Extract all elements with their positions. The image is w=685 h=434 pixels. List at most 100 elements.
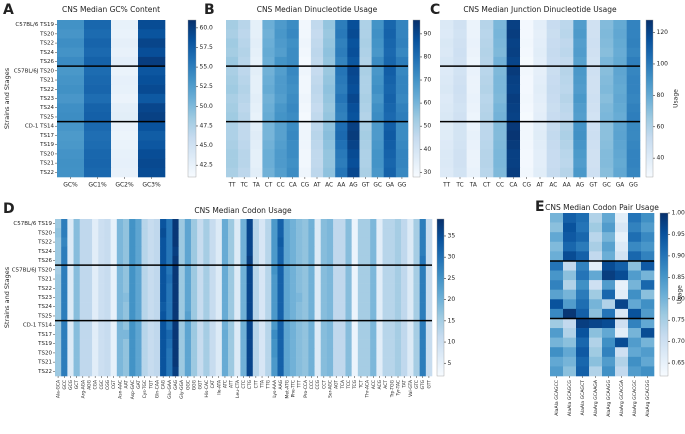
heat-cell	[147, 219, 155, 229]
heat-cell	[480, 112, 494, 122]
heat-cell	[364, 339, 371, 349]
colorbar-tick-label: 1.00	[672, 210, 685, 217]
heat-cell	[351, 274, 359, 284]
heat-cell	[615, 318, 629, 329]
heat-cell	[98, 311, 105, 321]
heat-cell	[302, 292, 309, 303]
heat-cell	[302, 219, 309, 229]
heat-cell	[141, 357, 149, 368]
heat-cell	[600, 130, 614, 141]
heat-cell	[79, 237, 87, 248]
heat-cell	[394, 265, 402, 275]
heat-cell	[395, 103, 409, 113]
heat-cell	[104, 246, 111, 257]
heat-cell	[61, 320, 68, 331]
heat-cell	[401, 237, 408, 248]
heat-cell	[560, 112, 574, 122]
x-tick-label: AlaArg GCAAGG	[606, 380, 612, 417]
heat-cell	[576, 241, 590, 252]
heat-cell	[376, 219, 383, 229]
heat-cell	[190, 246, 198, 257]
heat-cell	[98, 219, 105, 229]
heat-cell	[302, 329, 309, 340]
heat-cell	[333, 219, 340, 229]
heat-cell	[228, 219, 235, 229]
heat-cell	[480, 75, 494, 85]
heat-cell	[250, 75, 263, 85]
heat-cell	[160, 265, 167, 275]
x-tick-label: AC	[549, 183, 557, 189]
heat-cell	[573, 56, 587, 67]
heat-cell	[320, 302, 328, 312]
heat-cell	[73, 348, 81, 358]
heat-cell	[184, 339, 192, 349]
heat-cell	[347, 20, 360, 30]
heat-cell	[57, 158, 85, 169]
heat-cell	[274, 167, 287, 178]
heat-cell	[440, 38, 454, 49]
heat-cell	[376, 348, 383, 358]
heat-cell	[371, 93, 385, 104]
heat-cell	[271, 255, 278, 266]
heat-cell	[359, 130, 372, 141]
heat-cell	[178, 274, 186, 284]
heat-cell	[573, 103, 587, 113]
heat-cell	[382, 228, 390, 238]
heat-cell	[147, 329, 155, 340]
heat-cell	[383, 66, 397, 76]
heat-cell	[203, 292, 210, 303]
heat-cell	[314, 255, 322, 266]
heat-cell	[613, 130, 627, 141]
heat-cell	[277, 228, 284, 238]
heat-cell	[296, 357, 303, 368]
heat-cell	[413, 219, 420, 229]
heat-cell	[55, 302, 62, 312]
heat-cell	[283, 265, 291, 275]
heat-cell	[453, 158, 467, 169]
heat-cell	[333, 348, 340, 358]
heat-cell	[129, 366, 136, 377]
x-tick-label: GGC	[185, 380, 191, 390]
heat-cell	[271, 348, 278, 358]
heat-cell	[73, 357, 81, 368]
heat-cell	[209, 357, 216, 368]
heat-cell	[215, 329, 223, 340]
heat-cell	[250, 66, 263, 76]
heat-cell	[277, 320, 284, 331]
heat-cell	[274, 56, 287, 67]
heat-cell	[246, 302, 254, 312]
heat-cell	[250, 29, 263, 39]
heat-cell	[153, 265, 161, 275]
heat-cell	[283, 255, 291, 266]
heat-cell	[310, 103, 324, 113]
colorbar	[187, 19, 197, 178]
heat-cell	[563, 308, 577, 319]
y-tick-label: TS22	[37, 286, 52, 292]
heat-cell	[314, 274, 322, 284]
heat-cell	[138, 75, 166, 85]
heat-cell	[262, 20, 275, 30]
heat-cell	[388, 339, 396, 349]
heat-cell	[246, 228, 254, 238]
colorbar-tick-label: 52.5	[200, 83, 214, 90]
heat-cell	[466, 158, 481, 169]
heat-cell	[221, 311, 229, 321]
heat-cell	[160, 302, 167, 312]
heat-cell	[84, 103, 112, 113]
heat-cell	[258, 228, 266, 238]
heat-cell	[141, 311, 149, 321]
heat-cell	[320, 246, 328, 257]
heat-cell	[440, 56, 454, 67]
y-tick-label: TS22	[39, 41, 54, 47]
heat-cell	[226, 29, 239, 39]
heat-cell	[234, 228, 241, 238]
heat-cell	[613, 140, 627, 150]
heat-cell	[190, 357, 198, 368]
heat-cell	[466, 167, 481, 178]
heat-cell	[395, 121, 409, 132]
heat-cell	[153, 366, 161, 377]
heat-cell	[347, 93, 360, 104]
heat-cell	[308, 320, 315, 331]
heat-cell	[401, 255, 408, 266]
heat-cell	[563, 270, 577, 281]
